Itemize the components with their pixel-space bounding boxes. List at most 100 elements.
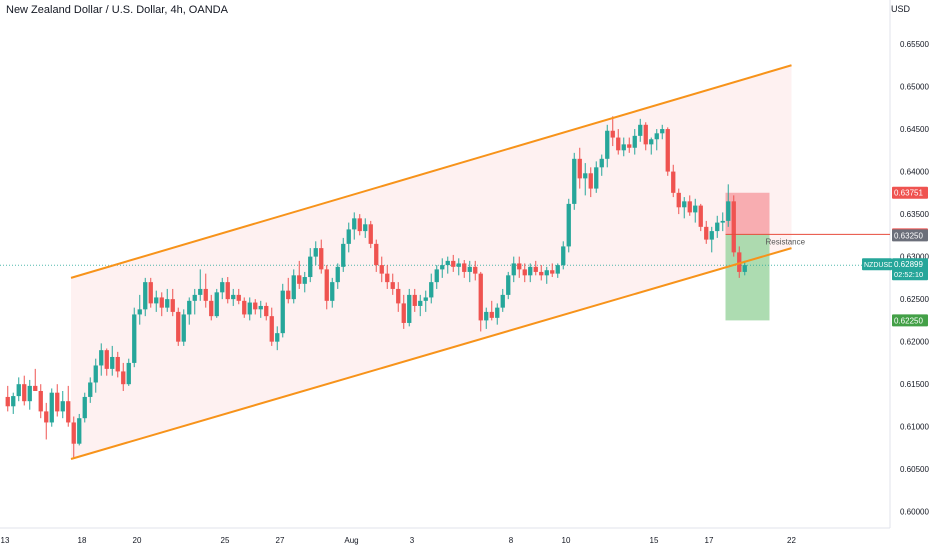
- candle: [627, 144, 632, 148]
- symbol-tag: [862, 258, 892, 271]
- candle: [616, 137, 621, 151]
- candle: [170, 299, 175, 312]
- candle: [621, 144, 626, 151]
- candle: [335, 266, 340, 283]
- candle: [330, 282, 335, 301]
- candle: [528, 266, 533, 276]
- candle: [275, 333, 280, 342]
- candle: [71, 422, 76, 444]
- candle: [522, 269, 527, 276]
- candle: [88, 382, 93, 397]
- candle: [269, 316, 274, 342]
- x-tick-label: 15: [650, 536, 659, 545]
- candle: [319, 248, 324, 270]
- y-tick-label: 0.60000: [900, 508, 929, 517]
- candle: [341, 243, 346, 267]
- channel-upper-line: [70, 64, 792, 279]
- candle: [429, 282, 434, 298]
- candle: [357, 218, 362, 232]
- candle: [478, 273, 483, 321]
- chart-title: New Zealand Dollar / U.S. Dollar, 4h, OA…: [6, 4, 228, 16]
- candle: [374, 243, 379, 266]
- candle: [264, 305, 269, 317]
- resistance-label: Resistance: [766, 237, 806, 246]
- candle: [704, 226, 709, 240]
- candle: [225, 282, 230, 300]
- y-tick-label: 0.62500: [900, 295, 929, 304]
- candle: [451, 260, 456, 267]
- candle: [715, 222, 720, 232]
- candle: [566, 203, 571, 247]
- candle: [302, 277, 307, 284]
- candle: [352, 218, 357, 230]
- candle: [115, 356, 120, 372]
- candle: [594, 167, 599, 189]
- candle: [308, 256, 313, 278]
- candle: [671, 171, 676, 193]
- candle: [11, 396, 16, 407]
- candle: [165, 299, 170, 308]
- candle: [561, 246, 566, 266]
- candle: [99, 350, 104, 366]
- candle: [247, 302, 252, 315]
- candle: [709, 231, 714, 240]
- candle: [368, 224, 373, 244]
- x-tick-label: 27: [276, 536, 285, 545]
- candle: [473, 266, 478, 274]
- candle: [280, 290, 285, 334]
- candle: [126, 362, 131, 385]
- candle: [132, 314, 137, 363]
- candle: [297, 275, 302, 284]
- candle: [654, 133, 659, 140]
- candle: [258, 305, 263, 310]
- x-tick-label: 18: [78, 536, 87, 545]
- countdown-label: 02:52:10: [894, 270, 923, 279]
- candle: [203, 288, 208, 301]
- y-tick-label: 0.64500: [900, 125, 929, 134]
- candle: [313, 248, 318, 257]
- price-tag-label: 0.63751: [894, 189, 923, 198]
- candle: [379, 265, 384, 274]
- current-price-label: 0.62899: [894, 260, 923, 269]
- candle: [423, 297, 428, 301]
- candle: [231, 294, 236, 300]
- candle: [544, 270, 549, 276]
- candle: [187, 300, 192, 315]
- y-tick-label: 0.65000: [900, 83, 929, 92]
- current-price-tag: [892, 258, 928, 281]
- y-tick-label: 0.60500: [900, 465, 929, 474]
- candle: [242, 300, 247, 315]
- candle: [55, 392, 60, 412]
- candle: [665, 129, 670, 172]
- candle: [49, 392, 54, 423]
- candle: [82, 396, 87, 419]
- candle: [5, 396, 10, 407]
- candle: [214, 292, 219, 317]
- candle: [434, 269, 439, 283]
- candle: [726, 201, 731, 221]
- candle: [577, 158, 582, 179]
- candle: [660, 129, 665, 134]
- price-tag-label: 0.63250: [894, 231, 923, 240]
- candle: [539, 271, 544, 276]
- currency-label: USD: [890, 4, 910, 14]
- candle: [209, 300, 214, 317]
- candle: [77, 418, 82, 444]
- x-tick-label: 25: [221, 536, 230, 545]
- y-tick-label: 0.63000: [900, 253, 929, 262]
- candle: [93, 365, 98, 383]
- candle: [286, 290, 291, 300]
- candle: [484, 311, 489, 321]
- candle: [27, 385, 32, 402]
- y-tick-label: 0.64000: [900, 168, 929, 177]
- candle: [489, 311, 494, 318]
- candle: [555, 265, 560, 274]
- candle: [148, 282, 153, 304]
- candle: [687, 201, 692, 213]
- candle: [181, 314, 186, 342]
- price-tag: [892, 229, 928, 242]
- candle: [599, 158, 604, 168]
- candle: [121, 371, 126, 385]
